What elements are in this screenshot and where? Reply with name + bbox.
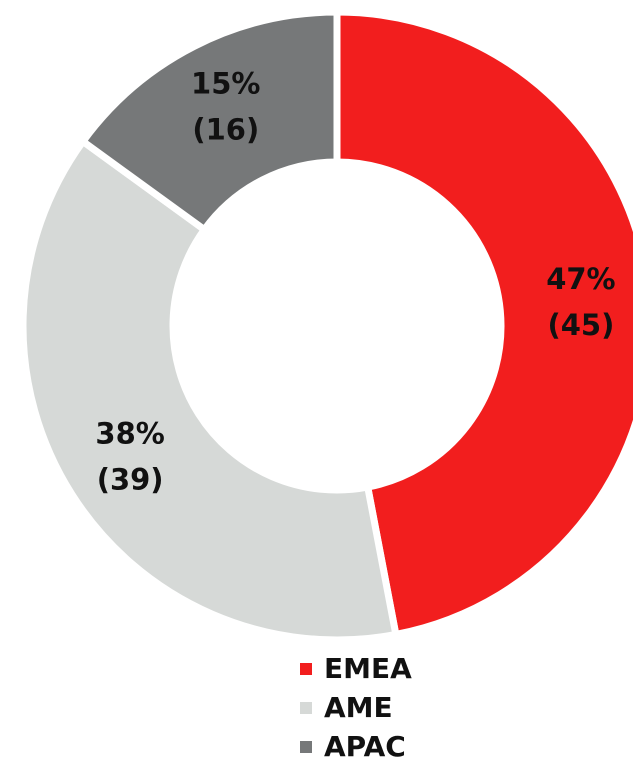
legend-swatch xyxy=(300,741,312,753)
legend-label: AME xyxy=(324,691,393,724)
donut-slice xyxy=(333,8,633,639)
legend-swatch xyxy=(300,702,312,714)
donut-slice xyxy=(78,8,341,235)
value-label: 38% xyxy=(95,416,164,450)
count-label: (39) xyxy=(97,462,164,496)
value-label: 47% xyxy=(546,262,615,296)
legend-swatch xyxy=(300,663,312,675)
legend-label: EMEA xyxy=(324,652,412,685)
count-label: (45) xyxy=(547,308,614,342)
count-label: (16) xyxy=(192,113,259,147)
donut-slice xyxy=(19,136,400,644)
value-label: 15% xyxy=(191,67,260,101)
legend-label: APAC xyxy=(324,730,406,763)
